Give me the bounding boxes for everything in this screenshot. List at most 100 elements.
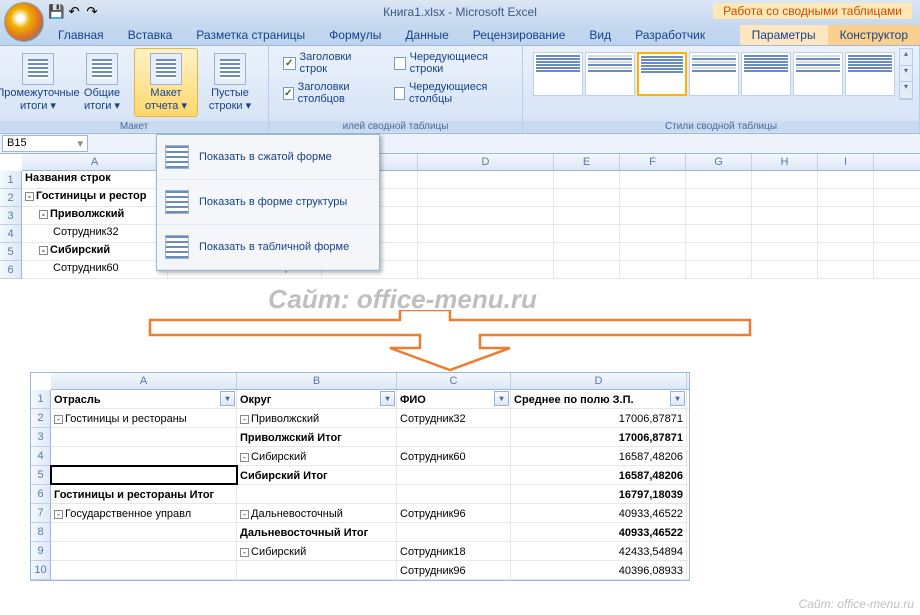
cell[interactable]: 40933,46522 [511, 504, 687, 522]
layout-button[interactable]: Пустыестроки ▾ [198, 48, 262, 117]
cell[interactable] [51, 447, 237, 465]
cell[interactable]: -Приволжский [237, 409, 397, 427]
row-header[interactable]: 6 [31, 485, 51, 504]
cell[interactable]: Приволжский Итог [237, 428, 397, 446]
row-header[interactable]: 4 [0, 225, 22, 243]
cell[interactable] [554, 225, 620, 242]
ribbon-tab[interactable]: Вставка [116, 25, 185, 45]
cell[interactable] [554, 171, 620, 188]
cell[interactable] [418, 261, 554, 278]
row-header[interactable]: 7 [31, 504, 51, 523]
collapse-icon[interactable]: - [240, 510, 249, 519]
ribbon-tab[interactable]: Разработчик [623, 25, 717, 45]
row-header[interactable]: 9 [31, 542, 51, 561]
cell[interactable]: 40933,46522 [511, 523, 687, 541]
cell[interactable] [620, 207, 686, 224]
cell[interactable] [51, 523, 237, 541]
dropdown-item[interactable]: Показать в форме структуры [157, 180, 379, 225]
header-cell[interactable]: Среднее по полю З.П.▾ [511, 390, 687, 408]
cell[interactable]: Сотрудник96 [397, 561, 511, 579]
ribbon-tab-context[interactable]: Конструктор [828, 25, 920, 45]
cell[interactable]: Сотрудник96 [397, 504, 511, 522]
row-header[interactable]: 2 [31, 409, 51, 428]
dropdown-item[interactable]: Показать в табличной форме [157, 225, 379, 270]
row-header[interactable]: 2 [0, 189, 22, 207]
column-header[interactable]: B [237, 373, 397, 389]
collapse-icon[interactable]: - [39, 246, 48, 255]
row-header[interactable]: 4 [31, 447, 51, 466]
ribbon-tab-context[interactable]: Параметры [740, 25, 828, 45]
qat-redo-icon[interactable]: ↷ [84, 4, 100, 20]
cell[interactable]: 16797,18039 [511, 485, 687, 503]
column-header[interactable]: F [620, 154, 686, 170]
cell[interactable]: Названия строк [22, 171, 168, 188]
cell[interactable] [418, 207, 554, 224]
cell[interactable] [620, 225, 686, 242]
cell[interactable] [397, 485, 511, 503]
cell[interactable] [51, 428, 237, 446]
row-header[interactable]: 5 [0, 243, 22, 261]
cell[interactable] [686, 261, 752, 278]
style-gallery-item[interactable] [585, 52, 635, 96]
checkbox-row-headers[interactable] [283, 57, 296, 70]
cell[interactable]: -Гостиницы и рестораны [51, 409, 237, 427]
cell[interactable]: Сотрудник32 [22, 225, 168, 242]
cell[interactable] [818, 261, 874, 278]
header-cell[interactable]: Отрасль▾ [51, 390, 237, 408]
cell[interactable]: -Гостиницы и рестор [22, 189, 168, 206]
office-button[interactable] [4, 2, 44, 42]
style-gallery-item[interactable] [533, 52, 583, 96]
cell[interactable] [752, 243, 818, 260]
cell[interactable] [752, 189, 818, 206]
style-gallery-item[interactable] [741, 52, 791, 96]
cell[interactable] [397, 523, 511, 541]
style-gallery-item[interactable] [689, 52, 739, 96]
cell[interactable] [51, 466, 237, 484]
cell[interactable] [818, 225, 874, 242]
row-header[interactable]: 3 [31, 428, 51, 447]
ribbon-tab[interactable]: Вид [577, 25, 623, 45]
row-header[interactable]: 8 [31, 523, 51, 542]
filter-button[interactable]: ▾ [220, 391, 235, 406]
cell[interactable]: 17006,87871 [511, 409, 687, 427]
column-header[interactable]: G [686, 154, 752, 170]
cell[interactable]: 17006,87871 [511, 428, 687, 446]
cell[interactable] [620, 189, 686, 206]
cell[interactable]: Сотрудник60 [22, 261, 168, 278]
collapse-icon[interactable]: - [39, 210, 48, 219]
cell[interactable] [554, 261, 620, 278]
cell[interactable]: -Приволжский [22, 207, 168, 224]
ribbon-tab[interactable]: Формулы [317, 25, 393, 45]
cell[interactable] [686, 207, 752, 224]
qat-undo-icon[interactable]: ↶ [66, 4, 82, 20]
filter-button[interactable]: ▾ [494, 391, 509, 406]
row-header[interactable]: 1 [0, 171, 22, 189]
qat-save-icon[interactable]: 💾 [48, 4, 64, 20]
cell[interactable] [620, 261, 686, 278]
cell[interactable]: 40396,08933 [511, 561, 687, 579]
cell[interactable] [752, 171, 818, 188]
checkbox-banded-rows[interactable] [394, 57, 405, 70]
layout-button[interactable]: Промежуточныеитоги ▾ [6, 48, 70, 117]
header-cell[interactable]: Округ▾ [237, 390, 397, 408]
layout-button[interactable]: Макетотчета ▾ [134, 48, 198, 117]
name-box[interactable]: B15 ▾ [2, 135, 88, 152]
dropdown-item[interactable]: Показать в сжатой форме [157, 135, 379, 180]
ribbon-tab[interactable]: Данные [393, 25, 460, 45]
cell[interactable]: Дальневосточный Итог [237, 523, 397, 541]
cell[interactable] [237, 485, 397, 503]
cell[interactable]: Сотрудник32 [397, 409, 511, 427]
cell[interactable]: -Государственное управл [51, 504, 237, 522]
row-header[interactable]: 3 [0, 207, 22, 225]
checkbox-col-headers[interactable] [283, 87, 294, 100]
cell[interactable]: 16587,48206 [511, 447, 687, 465]
cell[interactable] [818, 243, 874, 260]
cell[interactable]: -Сибирский [237, 447, 397, 465]
cell[interactable] [554, 207, 620, 224]
cell[interactable]: 16587,48206 [511, 466, 687, 484]
column-header[interactable]: E [554, 154, 620, 170]
cell[interactable]: 42433,54894 [511, 542, 687, 560]
layout-button[interactable]: Общиеитоги ▾ [70, 48, 134, 117]
collapse-icon[interactable]: - [25, 192, 34, 201]
row-header[interactable]: 5 [31, 466, 51, 485]
